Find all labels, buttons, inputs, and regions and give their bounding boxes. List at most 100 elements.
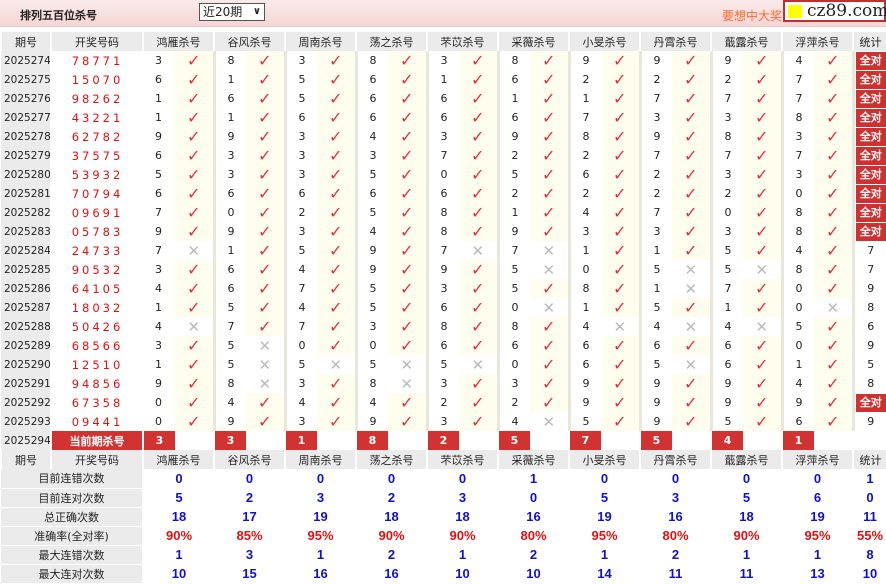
check-icon: ✓ <box>755 146 769 165</box>
check-icon: ✓ <box>613 108 627 127</box>
table-row: 2025284 24733 7 ✕ 1 ✓ 5 ✓ 9 ✓ 7 ✕ 7 ✕ 1 ✓ 1 ✓ 5 ✓ 4 ✓ 7 <box>1 241 886 260</box>
check-icon: ✓ <box>258 393 272 412</box>
promo-text[interactable]: 要想中大奖 <box>722 9 783 23</box>
result-cell: ✓ <box>743 279 784 298</box>
check-icon: ✓ <box>613 127 627 146</box>
result-cell: ✓ <box>317 108 358 127</box>
result-cell: ✓ <box>601 127 642 146</box>
kill-number: 7 <box>298 320 306 333</box>
column-header: 期号 <box>0 450 51 469</box>
kill-number: 1 <box>582 92 590 105</box>
check-icon: ✓ <box>400 260 414 279</box>
result-cell: ✕ <box>530 241 571 260</box>
kill-number: 6 <box>227 92 235 105</box>
column-header: 芣苡杀号 <box>426 450 498 469</box>
result-cell: ✓ <box>388 260 429 279</box>
result-cell: ✓ <box>743 393 784 412</box>
kill-number: 5 <box>511 168 519 181</box>
result-cell: ✓ <box>743 355 784 374</box>
result-cell: ✓ <box>530 374 571 393</box>
result-cell: ✓ <box>246 108 287 127</box>
check-icon: ✓ <box>258 146 272 165</box>
result-cell: ✕ <box>388 355 429 374</box>
column-header: 统计 <box>852 450 886 469</box>
table-row: 2025291 94856 9 ✓ 8 ✕ 3 ✓ 8 ✕ 3 ✓ 3 ✓ 9 ✓ 9 ✓ 9 ✓ 4 ✓ 8 <box>1 374 886 393</box>
stat-value: 8 <box>867 377 875 390</box>
stats-value: 2 <box>387 547 396 562</box>
draw-code: 98262 <box>71 91 124 106</box>
stats-row: 目前连对次数 5 2 3 2 3 0 5 3 5 6 0 <box>1 488 886 508</box>
result-cell: ✓ <box>743 127 784 146</box>
stats-value: 80% <box>662 528 689 543</box>
stats-value: 0 <box>387 471 396 486</box>
period-select[interactable]: 近20期 ∨ <box>199 3 265 21</box>
kill-number: 6 <box>440 111 448 124</box>
check-icon: ✓ <box>329 108 343 127</box>
kill-number: 6 <box>440 301 448 314</box>
result-cell: ✓ <box>317 412 358 431</box>
check-icon: ✓ <box>826 393 840 412</box>
result-cell: ✓ <box>530 317 571 336</box>
cross-icon: ✕ <box>187 317 201 336</box>
kill-number: 0 <box>795 187 803 200</box>
kill-number: 5 <box>369 301 377 314</box>
check-icon: ✓ <box>187 203 201 222</box>
check-icon: ✓ <box>613 260 627 279</box>
kill-number: 6 <box>582 358 590 371</box>
kill-number: 3 <box>298 225 306 238</box>
current-row: 2025294 当前期杀号 3 3 1 8 2 5 7 5 4 1 <box>1 431 886 450</box>
stats-value: 17 <box>242 509 257 524</box>
check-icon: ✓ <box>187 279 201 298</box>
check-icon: ✓ <box>329 298 343 317</box>
result-cell: ✓ <box>530 355 571 374</box>
check-icon: ✓ <box>542 222 556 241</box>
check-icon: ✓ <box>613 298 627 317</box>
stats-value: 0 <box>671 471 680 486</box>
stats-value: 95% <box>307 528 334 543</box>
kill-number: 4 <box>227 396 235 409</box>
current-label: 当前期杀号 <box>51 431 143 450</box>
result-cell: ✓ <box>530 108 571 127</box>
check-icon: ✓ <box>258 165 272 184</box>
check-icon: ✓ <box>329 336 343 355</box>
check-icon: ✓ <box>755 298 769 317</box>
check-icon: ✓ <box>329 241 343 260</box>
kill-number: 3 <box>298 130 306 143</box>
result-cell: ✓ <box>743 146 784 165</box>
check-icon: ✓ <box>542 374 556 393</box>
result-cell: ✓ <box>388 222 429 241</box>
cross-icon: ✕ <box>471 241 485 260</box>
result-cell: ✓ <box>459 317 500 336</box>
table-row: 2025285 90532 3 ✓ 6 ✓ 4 ✓ 9 ✓ 9 ✓ 5 ✕ 0 ✓ 5 ✕ 5 ✕ 8 ✓ 7 <box>1 260 886 279</box>
kill-number: 1 <box>795 358 803 371</box>
ad-banner[interactable]: cz89.com <box>783 0 886 22</box>
table-row: 2025275 15070 6 ✓ 1 ✓ 5 ✓ 6 ✓ 1 ✓ 6 ✓ 2 ✓ 2 ✓ 2 ✓ 7 ✓ 全对 <box>1 70 886 89</box>
cross-icon: ✕ <box>684 279 698 298</box>
draw-code: 43221 <box>71 110 124 125</box>
result-cell: ✓ <box>530 70 571 89</box>
current-kill-number: 4 <box>710 431 743 450</box>
result-cell: ✓ <box>530 146 571 165</box>
result-cell: ✓ <box>459 412 500 431</box>
kill-number: 4 <box>155 282 162 295</box>
check-icon: ✓ <box>826 146 840 165</box>
kill-number: 9 <box>653 396 661 409</box>
kill-number: 7 <box>653 92 661 105</box>
result-cell: ✓ <box>459 374 500 393</box>
check-icon: ✓ <box>755 127 769 146</box>
result-cell: ✓ <box>814 165 855 184</box>
stat-value: 6 <box>867 320 875 333</box>
check-icon: ✓ <box>826 222 840 241</box>
kill-number: 0 <box>795 301 803 314</box>
kill-number: 3 <box>155 339 162 352</box>
blank-cell <box>672 431 711 450</box>
kill-number: 2 <box>653 187 661 200</box>
kill-number: 2 <box>511 149 519 162</box>
kill-number: 4 <box>582 320 590 333</box>
stats-row: 最大连对次数 10 15 16 16 10 10 14 11 11 13 10 <box>1 564 886 584</box>
result-cell: ✓ <box>743 222 784 241</box>
kill-number: 7 <box>795 73 803 86</box>
stats-value: 11 <box>668 566 683 581</box>
result-cell: ✓ <box>743 108 784 127</box>
check-icon: ✓ <box>471 165 485 184</box>
